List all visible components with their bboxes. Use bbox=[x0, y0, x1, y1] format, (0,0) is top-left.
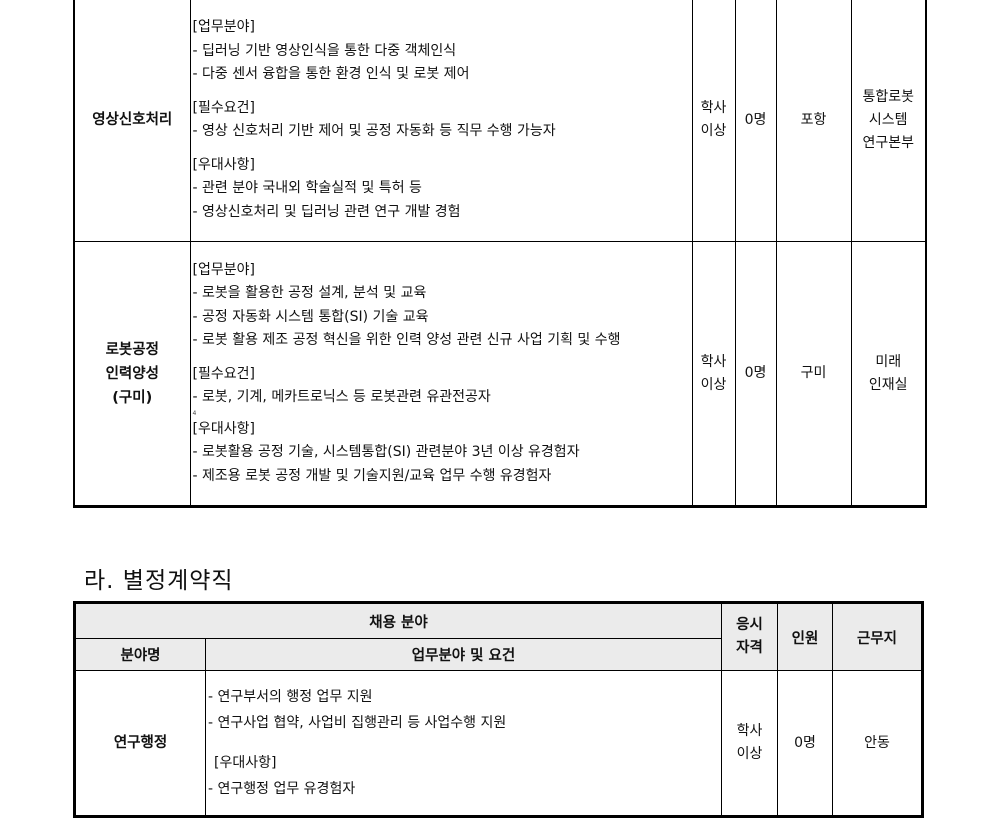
department-line: 연구본부 bbox=[862, 134, 915, 151]
group-title: [우대사항] bbox=[192, 156, 255, 173]
field-description: [업무분야] - 딥러닝 기반 영상인식을 통한 다중 객체인식 - 다중 센서… bbox=[189, 0, 693, 242]
headcount: 0명 bbox=[734, 0, 777, 242]
group-title: [업무분야] bbox=[192, 261, 255, 278]
list-item: - 연구부서의 행정 업무 지원 bbox=[208, 689, 373, 705]
location: 포항 bbox=[775, 0, 852, 242]
field-name-line: 로봇공정 bbox=[105, 341, 159, 358]
list-item: - 제조용 로봇 공정 개발 및 기술지원/교육 업무 수행 유경험자 bbox=[192, 467, 552, 484]
field-name-line: 영상신호처리 bbox=[92, 112, 173, 128]
duties-group: - 연구부서의 행정 업무 지원 - 연구사업 협약, 사업비 집행관리 등 사… bbox=[208, 684, 721, 736]
group-title: [우대사항] bbox=[214, 755, 277, 771]
header-headcount: 인원 bbox=[777, 602, 834, 671]
list-item: - 딥러닝 기반 영상인식을 통한 다중 객체인식 bbox=[192, 42, 457, 59]
group-title: [우대사항] bbox=[192, 420, 255, 437]
list-item: - 다중 센서 융합을 통한 환경 인식 및 로봇 제어 bbox=[192, 66, 470, 82]
list-item: - 연구사업 협약, 사업비 집행관리 등 사업수행 지원 bbox=[208, 715, 507, 731]
header-row: 분야명 업무분야 및 요건 bbox=[74, 638, 923, 671]
field-name-line: 인력양성 bbox=[105, 365, 159, 382]
list-item: - 로봇활용 공정 기술, 시스템통합(SI) 관련분야 3년 이상 유경험자 bbox=[192, 444, 580, 461]
department-line: 시스템 bbox=[868, 111, 908, 128]
preferred-group: [우대사항] - 로봇활용 공정 기술, 시스템통합(SI) 관련분야 3년 이… bbox=[193, 418, 692, 489]
header-field-name: 분야명 bbox=[74, 638, 206, 671]
qualification-line: 학사 bbox=[700, 100, 727, 116]
group-title: [필수요건] bbox=[192, 99, 255, 116]
field-name: 영상신호처리 bbox=[73, 0, 191, 242]
department-line: 미래 bbox=[875, 353, 902, 370]
qualification-line: 학사 bbox=[700, 353, 727, 370]
list-item: - 로봇을 활용한 공정 설계, 분석 및 교육 bbox=[192, 285, 427, 302]
list-item: - 로봇, 기계, 메카트로닉스 등 로봇관련 유관전공자 bbox=[192, 389, 491, 406]
requirements-group: [필수요건] - 로봇, 기계, 메카트로닉스 등 로봇관련 유관전공자 bbox=[193, 363, 692, 410]
preferred-group: [우대사항] - 관련 분야 국내외 학술실적 및 특허 등 - 영상신호처리 … bbox=[193, 154, 692, 225]
header-duties: 업무분야 및 요건 bbox=[204, 638, 723, 671]
requirements-group: [필수요건] - 영상 신호처리 기반 제어 및 공정 자동화 등 직무 수행 … bbox=[193, 97, 692, 144]
list-item: - 연구행정 업무 유경험자 bbox=[208, 781, 356, 797]
location: 안동 bbox=[832, 670, 924, 817]
list-item: - 공정 자동화 시스템 통합(SI) 기술 교육 bbox=[192, 308, 429, 325]
header-location: 근무지 bbox=[832, 602, 924, 671]
group-title: [업무분야] bbox=[192, 19, 255, 35]
header-line: 응시 bbox=[736, 617, 763, 633]
field-description: - 연구부서의 행정 업무 지원 - 연구사업 협약, 사업비 집행관리 등 사… bbox=[204, 670, 723, 817]
table-row: 영상신호처리 [업무분야] - 딥러닝 기반 영상인식을 통한 다중 객체인식 … bbox=[73, 0, 927, 242]
department-line: 통합로봇 bbox=[862, 88, 915, 105]
table-row: 연구행정 - 연구부서의 행정 업무 지원 - 연구사업 협약, 사업비 집행관… bbox=[74, 670, 924, 817]
qualification-line: 이상 bbox=[700, 376, 727, 393]
field-name-line: (구미) bbox=[112, 389, 153, 406]
header-field: 채용 분야 bbox=[73, 602, 723, 639]
list-item: - 로봇 활용 제조 공정 혁신을 위한 인력 양성 관련 신규 사업 기획 및… bbox=[192, 332, 621, 349]
preferred-group: [우대사항] - 연구행정 업무 유경험자 bbox=[208, 750, 721, 802]
department-line: 인재실 bbox=[868, 376, 908, 393]
qualification-line: 이상 bbox=[700, 123, 727, 139]
headcount: 0명 bbox=[734, 241, 777, 507]
stray-mark: 4 bbox=[192, 409, 197, 417]
header-line: 자격 bbox=[736, 640, 763, 656]
field-description: [업무분야] - 로봇을 활용한 공정 설계, 분석 및 교육 - 공정 자동화… bbox=[189, 241, 693, 507]
section-heading: 라. 별정계약직 bbox=[84, 568, 234, 594]
field-name: 연구행정 bbox=[74, 670, 206, 817]
duties-group: [업무분야] - 딥러닝 기반 영상인식을 통한 다중 객체인식 - 다중 센서… bbox=[193, 16, 692, 87]
group-title: [필수요건] bbox=[192, 365, 255, 382]
list-item: - 관련 분야 국내외 학술실적 및 특허 등 bbox=[192, 180, 422, 196]
location: 구미 bbox=[775, 241, 852, 507]
list-item: - 영상 신호처리 기반 제어 및 공정 자동화 등 직무 수행 가능자 bbox=[192, 123, 556, 139]
duties-group: [업무분야] - 로봇을 활용한 공정 설계, 분석 및 교육 - 공정 자동화… bbox=[193, 259, 692, 353]
headcount: 0명 bbox=[777, 670, 834, 817]
positions-table: 영상신호처리 [업무분야] - 딥러닝 기반 영상인식을 통한 다중 객체인식 … bbox=[73, 0, 927, 508]
qualification-line: 이상 bbox=[736, 746, 763, 762]
qualification-line: 학사 bbox=[736, 723, 763, 739]
list-item: - 영상신호처리 및 딥러닝 관련 연구 개발 경험 bbox=[192, 203, 461, 220]
